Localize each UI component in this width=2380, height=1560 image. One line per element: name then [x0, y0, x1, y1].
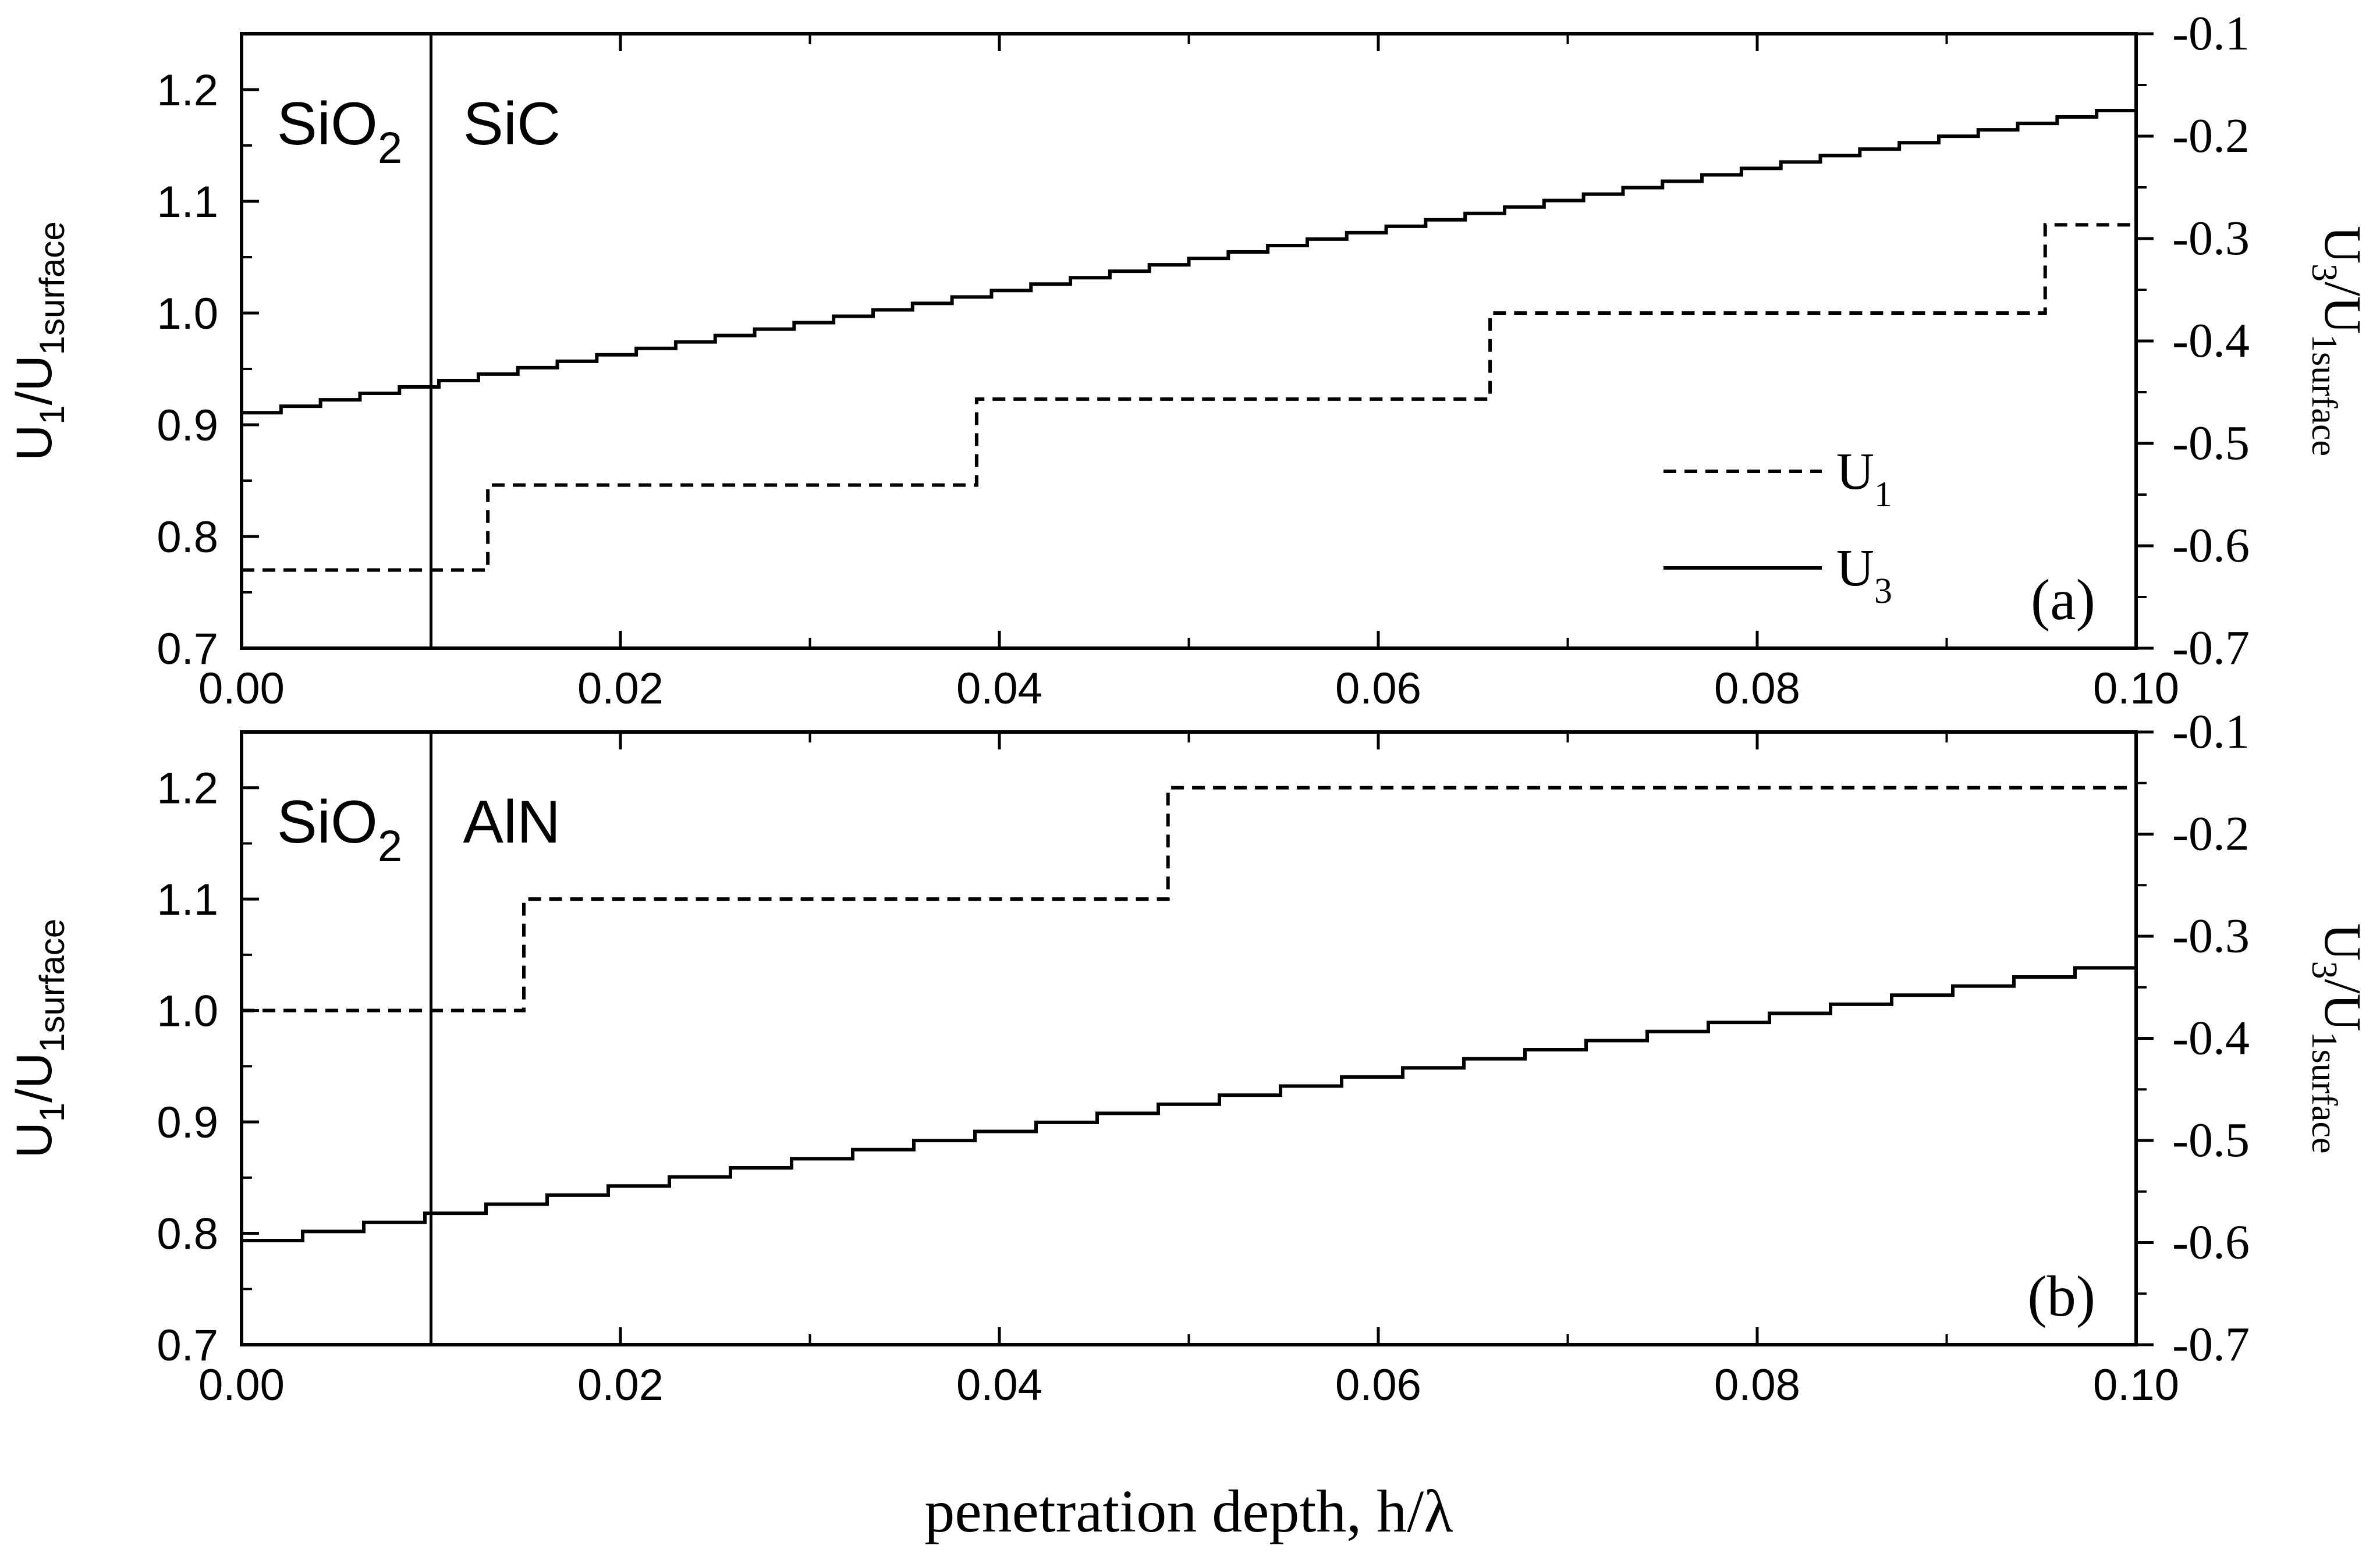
- x-tick-label: 0.06: [1335, 1360, 1421, 1410]
- y-tick-label: 1.1: [157, 177, 218, 227]
- region-label-left: SiO2: [277, 90, 403, 173]
- y-tick-label: 1.1: [157, 875, 218, 925]
- y2-tick-label: -0.4: [2172, 1011, 2250, 1065]
- x-tick-label: 0.08: [1714, 1360, 1800, 1410]
- y2-tick-label: -0.7: [2172, 621, 2250, 675]
- region-label-right: SiC: [463, 90, 561, 158]
- y2-axis-label: U3/U1surface: [2304, 226, 2371, 456]
- y2-tick-label: -0.2: [2172, 807, 2250, 861]
- y-tick-label: 1.2: [157, 66, 218, 115]
- x-axis-label: penetration depth, h/λ: [924, 1478, 1453, 1545]
- y-tick-label: 1.0: [157, 289, 218, 339]
- y2-tick-label: -0.1: [2172, 705, 2250, 759]
- y-tick-label: 0.7: [157, 1321, 218, 1370]
- y2-tick-label: -0.6: [2172, 518, 2250, 573]
- x-tick-label: 0.04: [956, 664, 1042, 713]
- y-tick-label: 0.9: [157, 1098, 218, 1147]
- y2-tick-label: -0.3: [2172, 211, 2250, 265]
- y-tick-label: 0.8: [157, 513, 218, 562]
- y-tick-label: 0.7: [157, 624, 218, 674]
- legend-label: U3: [1836, 539, 1892, 611]
- x-tick-label: 0.10: [2093, 664, 2179, 713]
- x-tick-label: 0.02: [577, 664, 664, 713]
- y2-tick-label: -0.1: [2172, 6, 2250, 61]
- x-tick-label: 0.00: [198, 1360, 285, 1410]
- region-label-right: AlN: [463, 788, 561, 856]
- legend-label: U1: [1836, 443, 1892, 514]
- series-u1-line: [242, 786, 2136, 1012]
- y2-tick-label: -0.7: [2172, 1317, 2250, 1371]
- series-u3-line: [242, 966, 2136, 1242]
- y-tick-label: 0.8: [157, 1210, 218, 1259]
- y2-tick-label: -0.6: [2172, 1216, 2250, 1270]
- region-label-left: SiO2: [277, 788, 403, 871]
- y-axis-label: U1/U1surface: [6, 221, 72, 461]
- y2-tick-label: -0.4: [2172, 314, 2250, 368]
- y-axis-label: U1/U1surface: [6, 919, 72, 1159]
- y2-axis-label: U3/U1surface: [2304, 923, 2371, 1154]
- x-tick-label: 0.10: [2093, 1360, 2179, 1410]
- y2-tick-label: -0.5: [2172, 416, 2250, 470]
- x-tick-label: 0.06: [1335, 664, 1421, 713]
- x-tick-label: 0.02: [577, 1360, 664, 1410]
- panel-b: 0.00 0.02 0.04 0.06 0.08 0.10 0.7 0.8 0.9 1.0 1.1 1…: [6, 705, 2371, 1410]
- y-tick-label: 0.9: [157, 401, 218, 450]
- series-u1-line: [242, 223, 2136, 572]
- y-tick-label: 1.2: [157, 764, 218, 813]
- x-tick-label: 0.00: [198, 664, 285, 713]
- y2-tick-label: -0.5: [2172, 1113, 2250, 1167]
- series-u3-line: [242, 109, 2136, 415]
- y2-tick-label: -0.3: [2172, 909, 2250, 963]
- panel-label: (b): [2027, 1264, 2095, 1328]
- y-tick-label: 1.0: [157, 987, 218, 1036]
- y2-tick-label: -0.2: [2172, 109, 2250, 163]
- panel-label: (a): [2031, 567, 2095, 632]
- x-tick-label: 0.08: [1714, 664, 1800, 713]
- panel-a: 0.00 0.02 0.04 0.06 0.08 0.10 0.7 0.8 0.9 1.0 1.1 1…: [6, 6, 2371, 713]
- x-tick-label: 0.04: [956, 1360, 1042, 1410]
